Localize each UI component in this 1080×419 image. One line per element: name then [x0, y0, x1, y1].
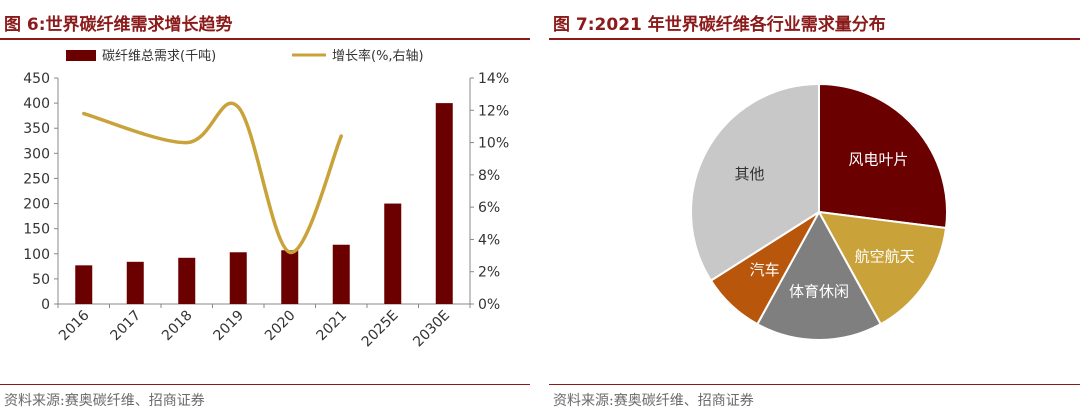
pie-slice-2	[755, 209, 883, 341]
demand-bar-line-chart: 碳纤维总需求(千吨) 增长率(%,右轴) 0 50 100 150 200 250 300 350…	[23, 48, 509, 351]
right-tick-label: 6%	[478, 200, 500, 216]
left-tick-label: 0	[41, 297, 50, 313]
left-tick-label: 450	[23, 71, 50, 87]
left-panel: 图 6:世界碳纤维需求增长趋势 碳纤维总需求(千吨) 增长率(%,右轴) 0 50 10…	[0, 0, 530, 419]
left-tick-label: 50	[32, 272, 50, 288]
x-tick-label: 2017	[108, 308, 145, 345]
legend-bar-label: 碳纤维总需求(千吨)	[102, 49, 216, 64]
bar-2030E	[435, 103, 453, 304]
source-note: 资料来源:赛奥碳纤维、招商证券	[553, 393, 754, 409]
figure-6-title: 图 6:世界碳纤维需求增长趋势	[4, 15, 233, 35]
bar-2021	[332, 244, 350, 304]
pie-slice-1	[817, 210, 948, 326]
bar-2016	[75, 265, 93, 304]
left-tick-label: 200	[23, 197, 50, 213]
right-panel: 图 7:2021 年世界碳纤维各行业需求量分布 风电叶片航空航天 体育休闲 汽车 其他…	[549, 0, 1080, 419]
title-rule	[0, 38, 530, 40]
right-tick-label: 0%	[478, 297, 500, 313]
left-tick-label: 300	[23, 146, 50, 162]
pie-label: 风电叶片	[849, 151, 909, 169]
x-tick-label: 2021	[314, 308, 351, 345]
x-tick-label: 2030E	[410, 308, 453, 351]
legend-bar-swatch	[66, 50, 96, 61]
pie-label: 航空航天	[855, 248, 915, 266]
bar-2019	[229, 252, 247, 304]
x-tick-label: 2016	[56, 307, 93, 344]
left-tick-label: 250	[23, 171, 50, 187]
figure-7-title: 图 7:2021 年世界碳纤维各行业需求量分布	[553, 15, 886, 35]
source-rule	[0, 384, 530, 385]
growth-rate-line	[82, 101, 343, 255]
pie-slice-0	[818, 82, 948, 230]
right-tick-label: 8%	[478, 168, 500, 184]
source-note: 资料来源:赛奥碳纤维、招商证券	[4, 393, 205, 409]
left-tick-label: 150	[23, 222, 50, 238]
x-tick-label: 2018	[159, 308, 196, 345]
x-tick-label: 2020	[262, 308, 299, 345]
right-tick-label: 12%	[478, 103, 509, 119]
right-tick-label: 14%	[478, 71, 509, 87]
left-tick-label: 100	[23, 247, 50, 263]
left-tick-label: 400	[23, 96, 50, 112]
right-tick-label: 4%	[478, 232, 500, 248]
right-tick-label: 10%	[478, 136, 509, 152]
legend-line-label: 增长率(%,右轴)	[332, 48, 424, 64]
pie-label: 体育休闲	[789, 282, 849, 300]
pie-slice-4	[690, 82, 820, 282]
bar-2018	[178, 257, 196, 304]
title-rule	[549, 38, 1080, 40]
source-rule	[549, 384, 1080, 385]
left-tick-label: 350	[23, 121, 50, 137]
x-tick-label: 2019	[211, 308, 248, 345]
pie-label: 汽车	[750, 261, 780, 279]
x-tick-label: 2025E	[359, 308, 402, 351]
right-tick-label: 2%	[478, 265, 500, 281]
bar-2020	[281, 250, 299, 304]
bar-2017	[126, 261, 144, 304]
bar-2025E	[384, 203, 402, 304]
pie-label: 其他	[734, 165, 764, 183]
